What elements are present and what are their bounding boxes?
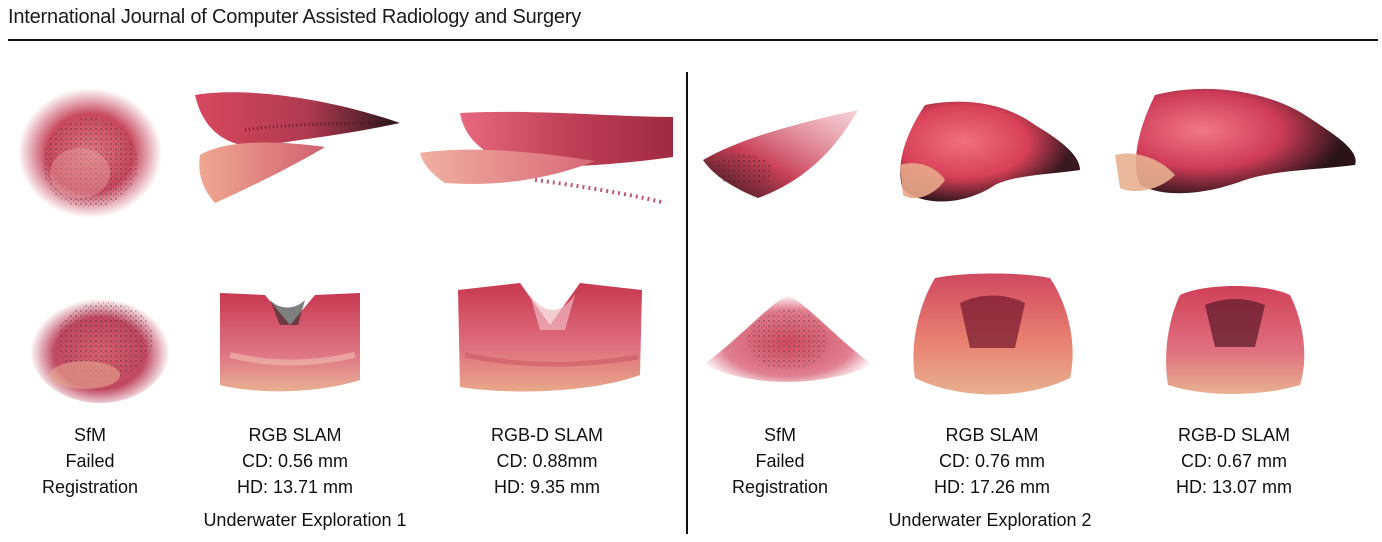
method-label-sfm-1: SfM Failed Registration (30, 422, 150, 500)
metric-hd: HD: 13.71 mm (236, 477, 354, 497)
method-name: RGB SLAM (248, 425, 342, 445)
method-name: RGB SLAM (945, 425, 1039, 445)
method-name: SfM (73, 425, 106, 445)
method-name: SfM (763, 425, 796, 445)
method-status: Registration (41, 477, 139, 497)
metric-cd: CD: 0.67 mm (1180, 451, 1288, 471)
method-status: Failed (755, 451, 805, 471)
panel-divider (686, 72, 688, 534)
metric-cd: CD: 0.56 mm (241, 451, 349, 471)
metric-hd: HD: 13.07 mm (1175, 477, 1293, 497)
method-label-rgb-slam-1: RGB SLAM CD: 0.56 mm HD: 13.71 mm (220, 422, 370, 500)
method-name: RGB-D SLAM (490, 425, 604, 445)
rgb-slam-front-view-2 (913, 273, 1073, 395)
header-rule (8, 39, 1378, 41)
metric-hd: HD: 9.35 mm (493, 477, 601, 497)
method-label-sfm-2: SfM Failed Registration (720, 422, 840, 500)
sfm-top-view-1 (18, 88, 162, 218)
rgb-slam-top-view-1 (195, 92, 400, 203)
metric-cd: CD: 0.88mm (496, 451, 598, 471)
panel-caption-2: Underwater Exploration 2 (888, 510, 1092, 530)
sfm-top-view-2 (703, 110, 858, 198)
method-label-rgb-slam-2: RGB SLAM CD: 0.76 mm HD: 17.26 mm (917, 422, 1067, 500)
method-label-rgbd-slam-2: RGB-D SLAM CD: 0.67 mm HD: 13.07 mm (1159, 422, 1309, 500)
sfm-front-view-1 (30, 293, 170, 403)
method-status: Registration (731, 477, 829, 497)
rgb-slam-top-view-2 (900, 101, 1080, 202)
rgbd-slam-front-view-2 (1166, 286, 1305, 394)
sfm-front-view-2 (703, 295, 873, 382)
rgb-slam-front-view-1 (220, 293, 360, 392)
journal-title: International Journal of Computer Assist… (8, 6, 582, 28)
method-label-rgbd-slam-1: RGB-D SLAM CD: 0.88mm HD: 9.35 mm (472, 422, 622, 500)
metric-hd: HD: 17.26 mm (933, 477, 1051, 497)
rgbd-slam-front-view-1 (458, 283, 642, 392)
rgbd-slam-top-view-2 (1115, 88, 1356, 194)
rgbd-slam-top-view-1 (420, 111, 673, 205)
method-status: Failed (65, 451, 115, 471)
method-name: RGB-D SLAM (1177, 425, 1291, 445)
panel-caption-1: Underwater Exploration 1 (203, 510, 407, 530)
metric-cd: CD: 0.76 mm (938, 451, 1046, 471)
